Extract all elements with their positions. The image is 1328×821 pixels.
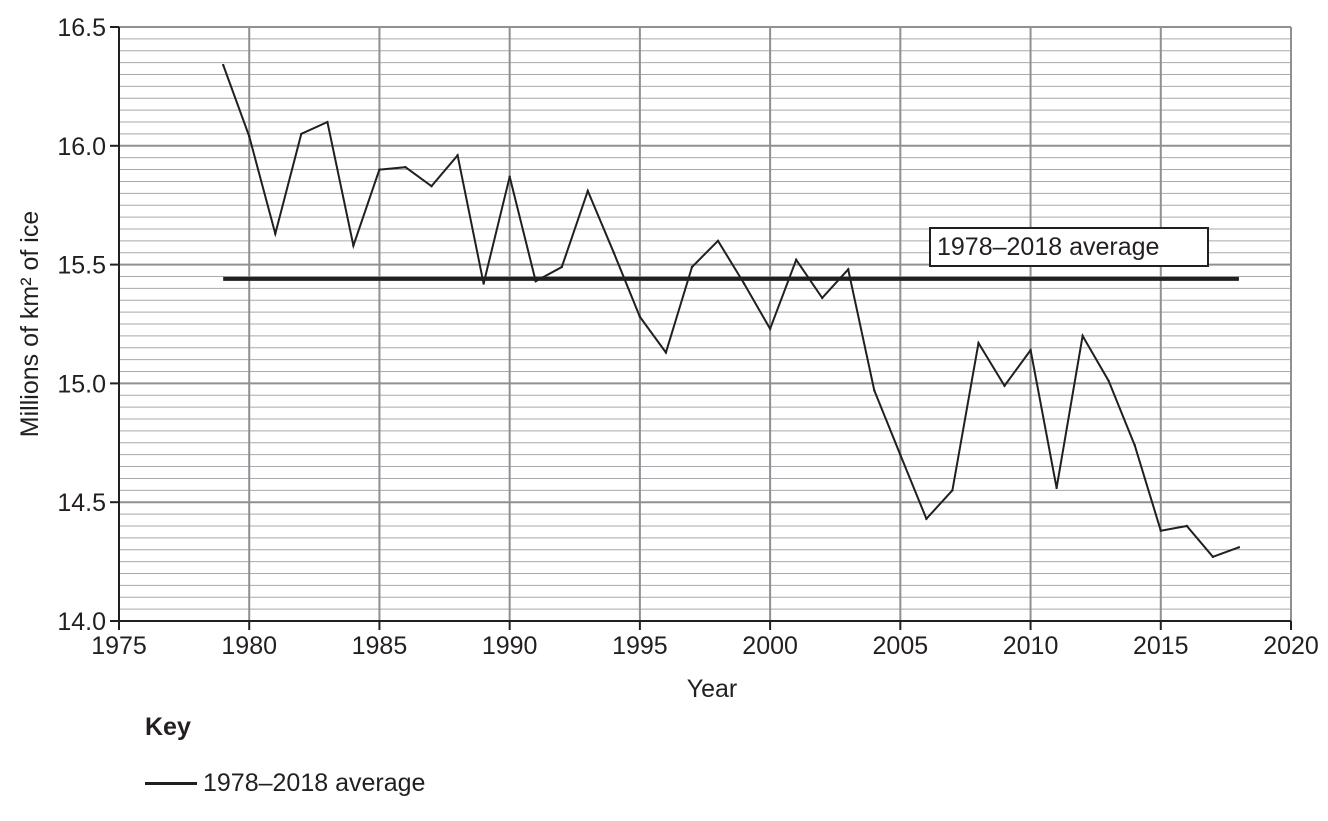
x-tick-labels: 1975 1980 1985 1990 1995 2000 2005 2010 2015 2020 <box>91 632 1319 660</box>
y-tick-label: 16.5 <box>57 14 106 42</box>
x-tick-label: 2000 <box>742 632 798 660</box>
annotation-layer: 1978–2018 average <box>929 227 1209 267</box>
data-point <box>742 282 746 285</box>
y-tick-label: 15.5 <box>57 252 106 280</box>
data-point <box>951 489 954 492</box>
data-point <box>873 389 876 392</box>
data-point <box>1029 348 1032 352</box>
data-point <box>1081 334 1084 338</box>
data-point <box>1055 486 1058 490</box>
average-annotation-box <box>929 227 1209 267</box>
data-point <box>274 232 277 235</box>
y-tick-labels: 14.0 14.5 15.0 15.5 16.0 16.5 <box>57 14 106 636</box>
data-point <box>821 296 824 300</box>
y-tick-label: 15.0 <box>57 370 106 398</box>
data-point <box>638 315 642 319</box>
x-tick-label: 2005 <box>873 632 929 660</box>
key-item-label: 1978–2018 average <box>203 768 426 797</box>
x-tick-label: 2010 <box>1003 632 1059 660</box>
x-tick-label: 1990 <box>482 632 538 660</box>
data-point <box>1211 555 1215 559</box>
data-point <box>430 184 433 188</box>
data-point <box>560 265 563 269</box>
x-tick-label: 1985 <box>352 632 408 660</box>
data-point <box>1133 443 1136 447</box>
data-point <box>768 327 772 330</box>
data-point <box>326 120 329 124</box>
data-point <box>690 265 694 269</box>
x-tick-label: 1980 <box>221 632 277 660</box>
data-point <box>352 244 355 247</box>
data-point <box>378 168 381 171</box>
key-title: Key <box>145 713 191 741</box>
y-axis-title: Millions of km² of ice <box>16 211 44 437</box>
data-point <box>534 280 537 283</box>
data-point <box>508 175 511 178</box>
y-tick-label: 14.0 <box>57 608 106 636</box>
data-point <box>664 351 668 354</box>
key-item-average: 1978–2018 average <box>145 768 425 798</box>
data-point <box>1107 379 1110 383</box>
data-point <box>221 63 225 67</box>
x-tick-label: 2015 <box>1133 632 1189 660</box>
key-line-swatch <box>145 781 197 785</box>
data-point <box>847 268 850 271</box>
y-tick-label: 16.0 <box>57 133 106 161</box>
data-point <box>586 189 589 193</box>
average-annotation-label: 1978–2018 average <box>937 233 1159 261</box>
data-point <box>977 341 980 345</box>
minor-grid <box>119 38 1291 610</box>
data-point <box>456 154 459 157</box>
data-point <box>612 251 616 254</box>
x-axis-title: Year <box>687 675 738 703</box>
series-layer <box>221 63 1241 559</box>
data-point <box>1159 529 1162 532</box>
x-tick-label: 1975 <box>91 632 147 660</box>
data-point <box>794 258 798 262</box>
y-tick-label: 14.5 <box>57 489 106 517</box>
data-point <box>1185 524 1189 528</box>
x-tick-label: 2020 <box>1263 632 1319 660</box>
data-point <box>716 239 720 243</box>
sea-ice-series-line <box>222 64 1240 558</box>
data-point <box>482 282 485 285</box>
axes <box>110 26 1292 630</box>
data-point <box>248 135 251 138</box>
data-point <box>925 517 928 521</box>
data-point <box>1237 546 1241 549</box>
x-tick-label: 1995 <box>612 632 668 660</box>
data-point <box>1003 384 1006 387</box>
data-point <box>899 453 902 456</box>
data-point <box>404 165 407 169</box>
data-point <box>300 132 303 136</box>
